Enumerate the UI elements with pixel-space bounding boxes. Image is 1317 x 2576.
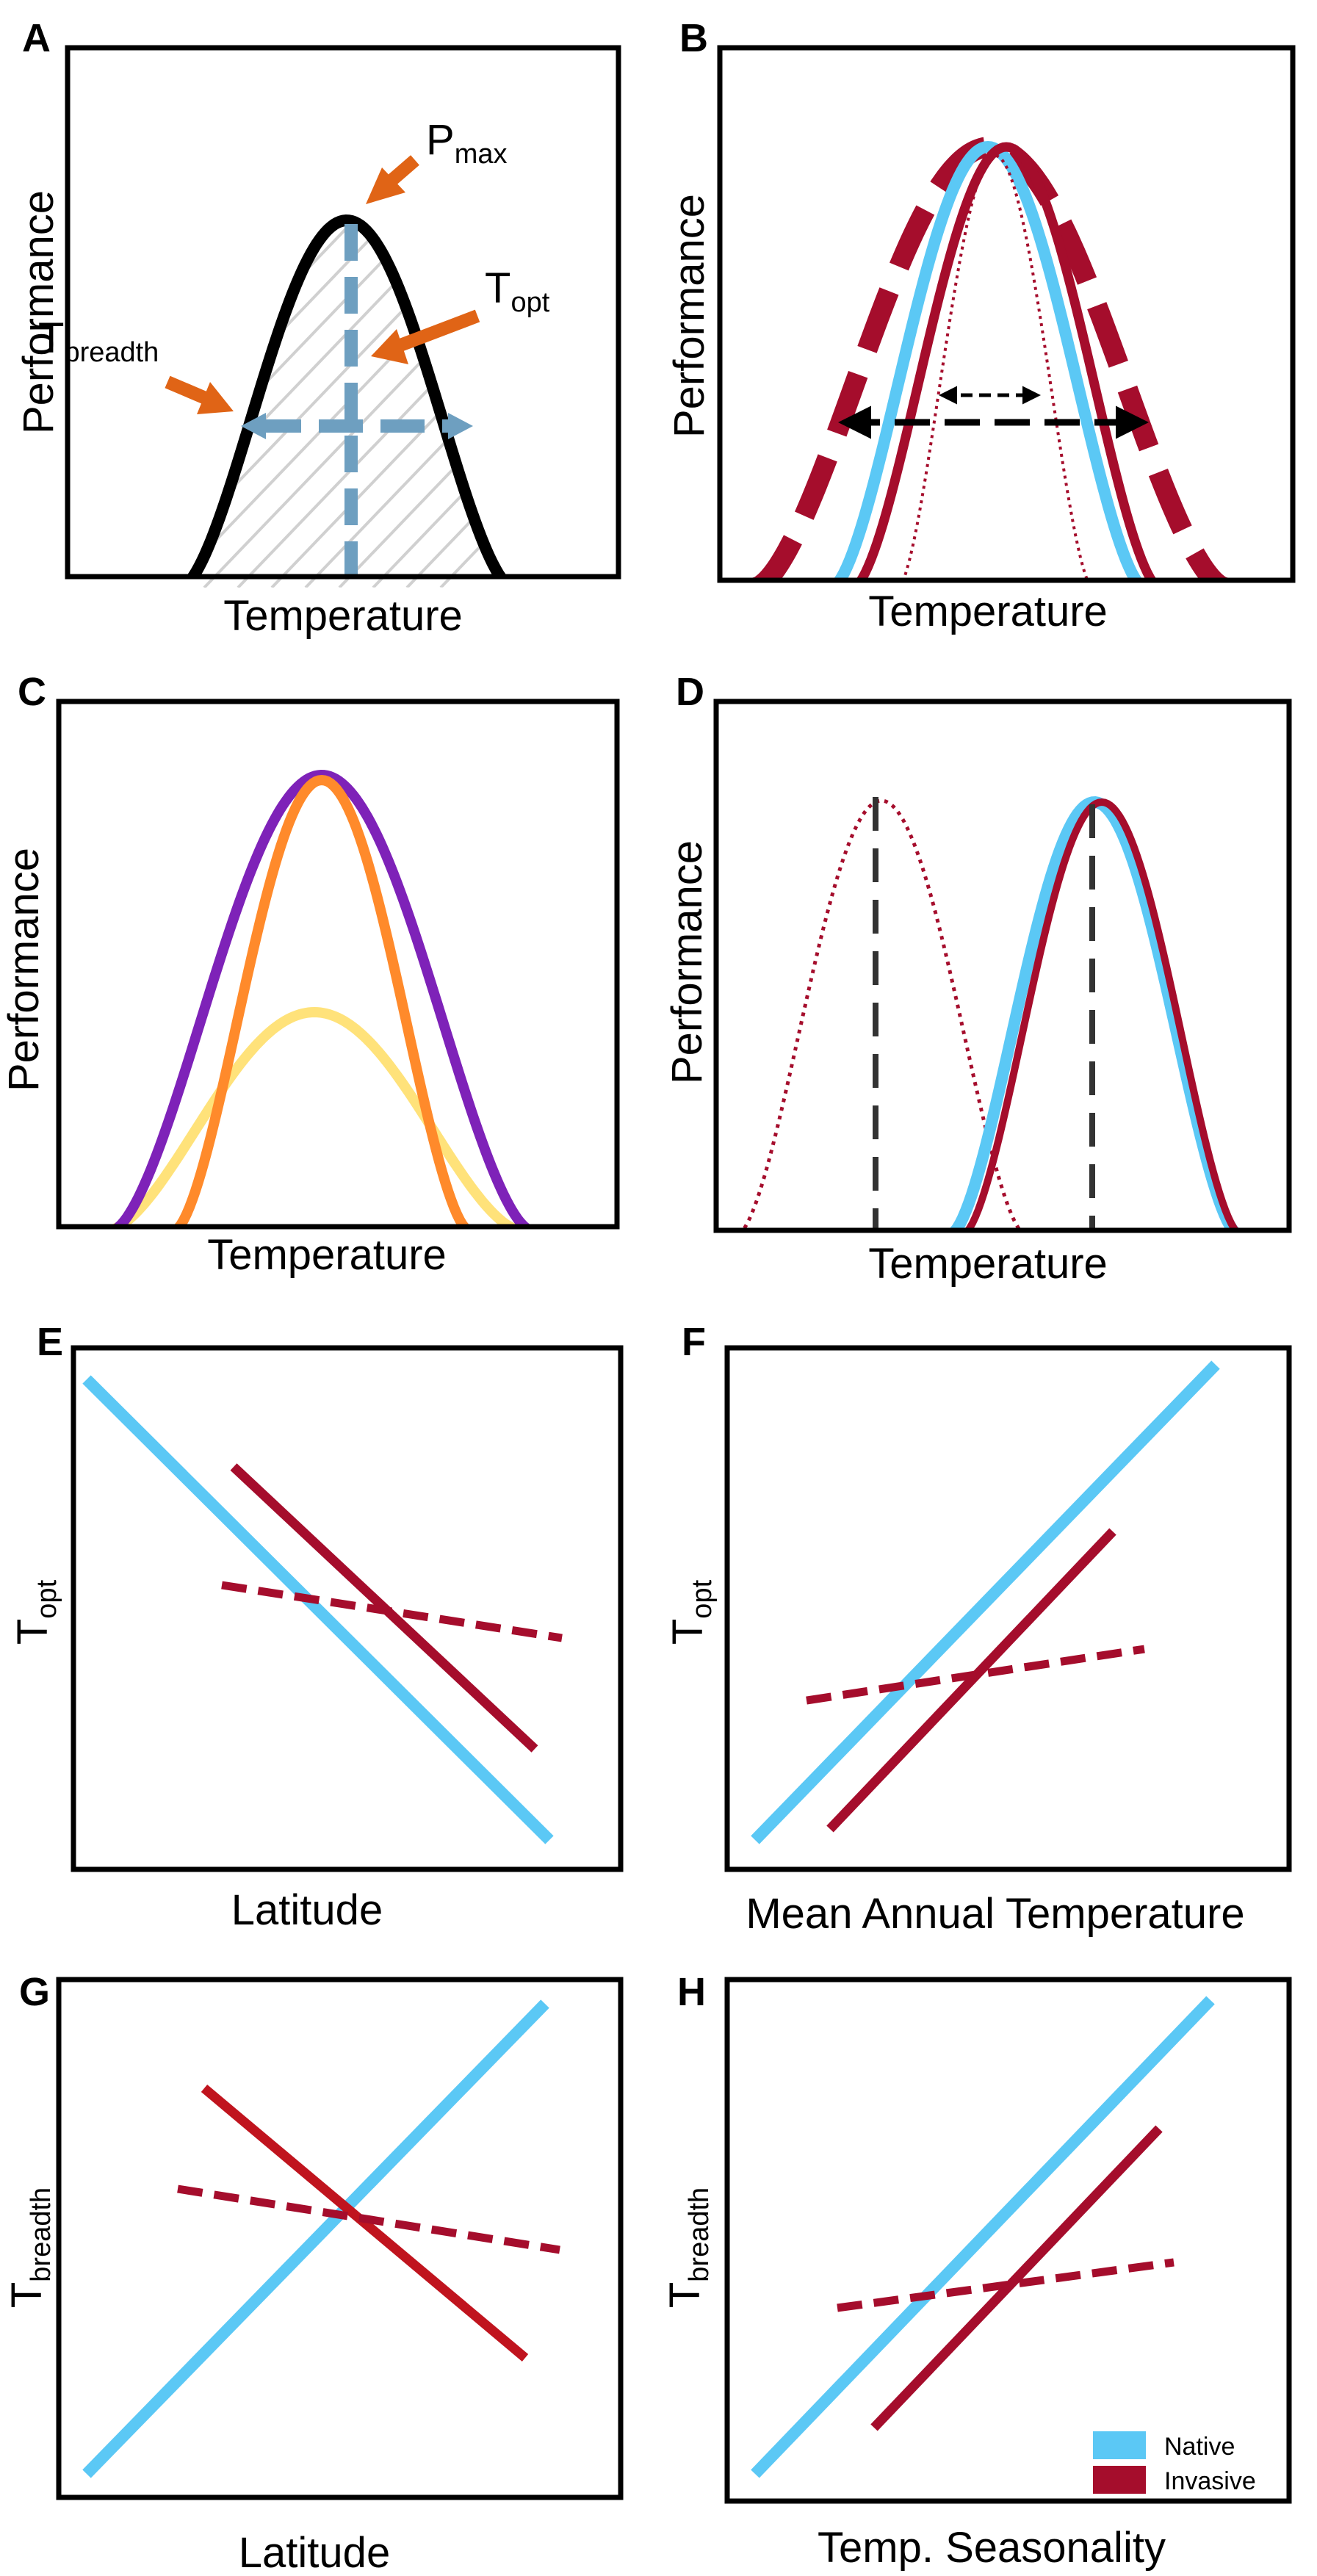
panel-frame — [724, 1977, 1292, 2504]
x-axis-label: Temperature — [868, 1240, 1108, 1288]
panel-c: C Temperature Performance — [0, 670, 620, 1279]
panel-frame — [71, 1345, 624, 1872]
native-curve — [832, 140, 1144, 580]
hatch-line — [237, 220, 510, 588]
y-axis-label: Performance — [0, 848, 48, 1092]
legend-swatch-invasive — [1093, 2466, 1146, 2494]
panel-frame — [65, 45, 621, 580]
hatch-line — [405, 220, 510, 588]
x-axis-label: Mean Annual Temperature — [746, 1890, 1244, 1938]
y-axis-label: Performance — [15, 190, 62, 434]
y-axis-label: Topt — [664, 1579, 718, 1645]
y-axis-label: Performance — [663, 840, 711, 1084]
y-axis-label: Topt — [9, 1579, 62, 1645]
x-axis-label: Latitude — [231, 1886, 383, 1934]
x-axis-label: Temp. Seasonality — [818, 2524, 1166, 2572]
y-axis-label: Tbreadth — [661, 2187, 715, 2308]
topt-arrow — [371, 309, 480, 364]
panel-d: D Temperature Performance — [663, 670, 1292, 1288]
hatch-line — [181, 220, 457, 588]
tbreadth-arrowhead-left — [241, 413, 266, 439]
pmax-arrow — [366, 155, 419, 204]
legend: Native Invasive — [1093, 2431, 1256, 2495]
native-line — [751, 1360, 1220, 1844]
topt-label: Topt — [485, 264, 550, 318]
yellow-curve — [107, 1006, 522, 1227]
legend-swatch-native — [1093, 2431, 1146, 2459]
invasive-curve — [855, 142, 1158, 580]
panel-e: E Latitude Topt — [9, 1320, 624, 1934]
performance-curve — [186, 214, 508, 577]
native-line — [82, 1999, 549, 2478]
invasive-curve — [962, 798, 1241, 1230]
y-axis-label: Tbreadth — [3, 2187, 57, 2308]
x-axis-label: Temperature — [868, 588, 1108, 635]
orange-curve — [172, 774, 472, 1227]
panel-b: B Temperature Performance — [665, 16, 1296, 635]
panel-letter-a: A — [22, 16, 51, 60]
native-line — [82, 1375, 554, 1844]
purple-curve — [110, 769, 533, 1227]
panel-g: G Latitude Tbreadth — [3, 1970, 624, 2576]
x-axis-label: Temperature — [223, 592, 463, 640]
invasive-line — [201, 2085, 529, 2362]
invasive-line — [870, 2125, 1163, 2431]
hatch-line — [338, 220, 510, 588]
tbreadth-arrowhead-right — [448, 413, 473, 439]
hatch-line — [0, 220, 16, 588]
x-axis-label: Temperature — [207, 1231, 447, 1279]
panel-frame — [724, 1345, 1292, 1872]
panel-letter-h: H — [677, 1970, 706, 2014]
legend-label-invasive: Invasive — [1164, 2467, 1256, 2495]
panel-frame — [56, 1977, 624, 2500]
invasive-dotted-curve — [740, 798, 1023, 1230]
native-line — [751, 1996, 1215, 2478]
panel-letter-c: C — [18, 670, 46, 714]
panel-letter-b: B — [679, 16, 708, 60]
panel-letter-f: F — [682, 1320, 706, 1364]
hatch-line — [372, 220, 510, 588]
x-axis-label: Latitude — [239, 2529, 390, 2576]
panel-letter-g: G — [19, 1970, 50, 2014]
pmax-label: Pmax — [426, 116, 507, 170]
panel-f: F Mean Annual Temperature Topt — [664, 1320, 1292, 1938]
hatch-line — [270, 220, 510, 588]
invasive-dashed-line — [837, 2258, 1175, 2312]
invasive-wide-curve — [752, 136, 1228, 580]
tbreadth-arrow — [165, 375, 234, 414]
invasive-line — [826, 1528, 1116, 1833]
panel-h: H Temp. Seasonality Tbreadth Native Inva… — [661, 1970, 1292, 2572]
legend-label-native: Native — [1164, 2433, 1235, 2461]
panel-letter-e: E — [37, 1320, 63, 1364]
hatch-line — [181, 220, 423, 588]
tbreadth-label: Tbreadth — [38, 314, 159, 368]
invasive-dashed-line — [806, 1645, 1145, 1705]
invasive-narrow-curve — [901, 154, 1089, 580]
invasive-dashed-line — [177, 2184, 560, 2254]
invasive-dashed-line — [221, 1581, 563, 1642]
panel-frame — [717, 45, 1296, 583]
panel-frame — [56, 699, 620, 1230]
panel-letter-d: D — [676, 670, 704, 714]
panel-frame — [713, 699, 1292, 1233]
y-axis-label: Performance — [665, 194, 713, 438]
